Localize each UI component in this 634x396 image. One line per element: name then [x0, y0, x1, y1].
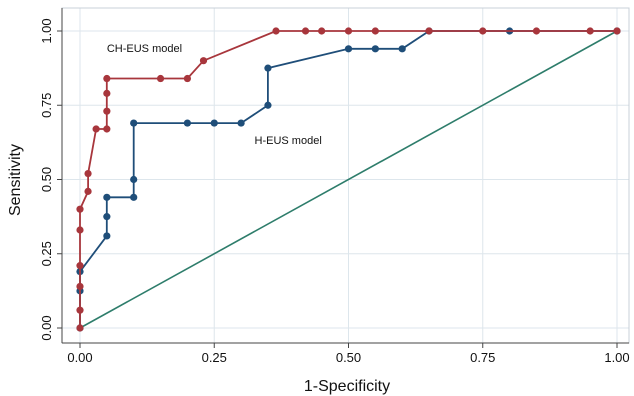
ch-eus-point: [586, 27, 594, 35]
ch-eus-point: [76, 262, 84, 270]
ch-eus-point: [371, 27, 379, 35]
h-eus-point: [237, 119, 245, 127]
h-eus-point: [130, 193, 138, 201]
ch-eus-label: CH-EUS model: [107, 43, 182, 55]
h-eus-point: [130, 175, 138, 184]
ch-eus-point: [425, 27, 433, 35]
ch-eus-point: [103, 107, 111, 115]
ch-eus-point: [76, 324, 84, 332]
ch-eus-point: [76, 205, 84, 213]
y-tick-label: 0.00: [39, 315, 54, 340]
ch-eus-point: [156, 74, 165, 83]
h-eus-label: H-EUS model: [255, 135, 322, 147]
h-eus-point: [103, 232, 111, 240]
h-eus-point: [183, 119, 191, 127]
ch-eus-point: [103, 89, 111, 97]
h-eus-point: [130, 119, 138, 127]
ch-eus-series: [76, 27, 621, 332]
h-eus-point: [371, 45, 379, 53]
axes: [57, 7, 630, 348]
ch-eus-point: [318, 27, 326, 35]
x-tick-label: 0.50: [336, 350, 361, 365]
y-tick-label: 1.00: [39, 18, 54, 43]
x-tick-label: 0.25: [202, 350, 227, 365]
ch-eus-point: [479, 27, 487, 35]
ch-eus-point: [76, 282, 84, 291]
ch-eus-point: [183, 74, 191, 83]
y-tick-label: 0.25: [39, 241, 54, 266]
x-tick-label: 0.75: [470, 350, 495, 365]
y-tick-label: 0.50: [39, 167, 54, 192]
x-axis-title: 1-Specificity: [304, 378, 390, 395]
h-eus-point: [264, 64, 272, 72]
ch-eus-point: [301, 27, 310, 35]
ch-eus-point: [84, 187, 92, 195]
ch-eus-point: [76, 226, 84, 234]
grid: [62, 8, 629, 343]
h-eus-point: [103, 193, 111, 201]
y-tick-label: 0.75: [39, 93, 54, 118]
diagonal-reference-line: [79, 30, 618, 329]
h-eus-point: [264, 101, 272, 109]
tick-labels: 0.00 0.25 0.50 0.75 1.00 0.00 0.25 0.50 0.75 1.00: [39, 18, 630, 365]
plot-frame: [61, 7, 630, 344]
ch-eus-point: [76, 306, 84, 314]
h-eus-point: [398, 45, 406, 53]
ch-eus-point: [103, 125, 111, 133]
ch-eus-point: [272, 27, 280, 35]
ch-eus-point: [613, 27, 621, 35]
x-tick-label: 1.00: [604, 350, 629, 365]
ch-eus-point: [84, 169, 92, 178]
h-eus-point: [344, 45, 353, 53]
x-tick-label: 0.00: [67, 350, 92, 365]
ch-eus-point: [532, 27, 541, 35]
ch-eus-point: [344, 27, 353, 35]
reference-line: [79, 30, 618, 329]
h-eus-point: [103, 213, 111, 221]
ch-eus-point: [199, 57, 208, 65]
annotations: CH-EUS model H-EUS model: [107, 43, 322, 147]
ch-eus-point: [103, 74, 111, 83]
h-eus-point: [210, 119, 218, 127]
ch-eus-point: [92, 125, 100, 133]
y-axis-title: Sensitivity: [7, 144, 24, 216]
series-layer: [76, 27, 621, 332]
